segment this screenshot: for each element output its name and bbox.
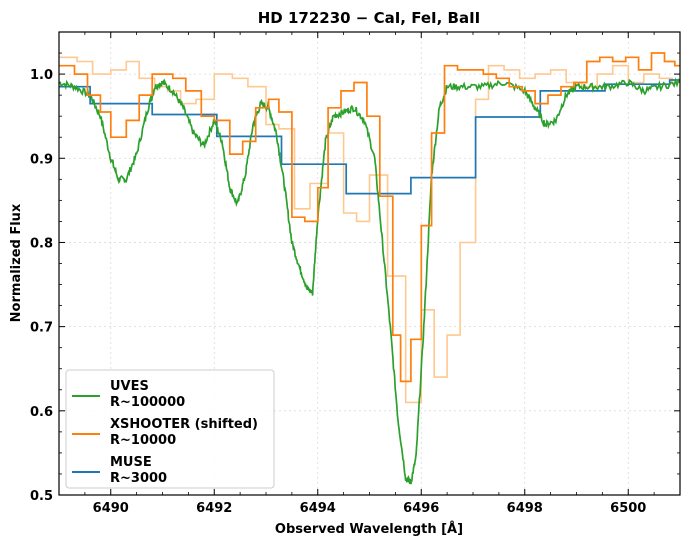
- legend-entry-name: MUSE: [110, 455, 152, 470]
- legend-entry-resolution: R~10000: [110, 433, 176, 448]
- x-tick-label: 6500: [610, 501, 646, 516]
- ticks: 6490 6492 6494 6496 6498 6500 0.5 0.6 0.7 0.8 0.9 1…: [30, 32, 681, 516]
- x-tick-label: 6490: [93, 501, 129, 516]
- legend-entry-resolution: R~100000: [110, 395, 185, 410]
- y-tick-label: 0.6: [30, 405, 53, 420]
- x-tick-label: 6492: [196, 501, 232, 516]
- x-tick-label: 6494: [300, 501, 336, 516]
- legend-box: [65, 369, 275, 489]
- x-tick-label: 6498: [507, 501, 543, 516]
- series-line-xshooter-shifted-: [59, 52, 680, 383]
- legend-entry-resolution: R~3000: [110, 471, 167, 486]
- legend-entry-name: UVES: [110, 379, 149, 394]
- chart-title: HD 172230 − CaI, FeI, BaII: [258, 9, 481, 27]
- x-tick-label: 6496: [403, 501, 439, 516]
- y-tick-label: 1.0: [30, 68, 53, 83]
- y-axis-title: Normalized Flux: [9, 203, 24, 322]
- series-line-uves: [59, 77, 680, 485]
- y-tick-label: 0.7: [30, 321, 53, 336]
- y-tick-label: 0.9: [30, 152, 53, 167]
- y-tick-label: 0.5: [30, 489, 53, 504]
- series-layer: [59, 52, 680, 485]
- y-tick-label: 0.8: [30, 236, 53, 251]
- legend-entry-name: XSHOOTER (shifted): [110, 417, 258, 432]
- x-axis-title: Observed Wavelength [Å]: [275, 521, 463, 537]
